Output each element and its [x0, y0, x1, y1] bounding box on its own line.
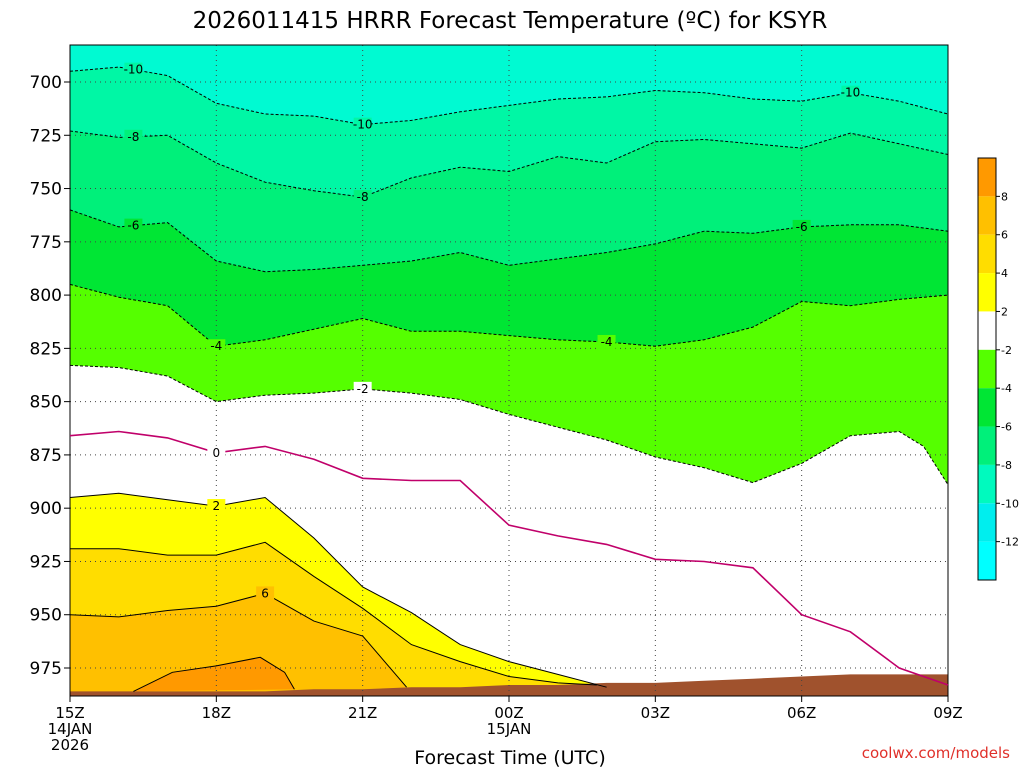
contour-line--10	[69, 66, 949, 126]
contour-line-2	[69, 492, 607, 688]
contour-line--8	[69, 130, 949, 198]
x-tick-label: 2026	[51, 736, 89, 754]
x-tick-label: 00Z	[494, 704, 523, 722]
colorbar-swatch	[978, 503, 996, 542]
colorbar-frame	[977, 157, 997, 581]
contour-label--6: -6	[796, 220, 808, 234]
contour-label--4: -4	[210, 339, 222, 353]
contour-label-bg	[124, 218, 143, 233]
x-tick-label: 06Z	[787, 704, 816, 722]
y-tick-label: 850	[30, 393, 62, 413]
colorbar-swatch	[978, 311, 996, 350]
colorbar-tick-label: -4	[1001, 382, 1012, 395]
colorbar-swatch	[978, 426, 996, 465]
colorbar-swatch	[978, 158, 996, 197]
plot-area	[69, 44, 949, 697]
contour-label--8: -8	[357, 190, 369, 204]
contour-label-bg	[207, 445, 226, 460]
y-tick-label: 825	[30, 339, 62, 359]
colorbar-swatch	[978, 196, 996, 235]
contour-line-8	[133, 656, 295, 692]
contour-label-bg	[792, 219, 811, 234]
colorbar-tick-label: 2	[1001, 305, 1008, 318]
contour-line--2	[69, 364, 949, 485]
colorbar-swatch	[978, 349, 996, 389]
colorbar-tick-label: -2	[1001, 344, 1012, 357]
contour-label-bg	[207, 499, 226, 514]
contour-label-bg	[841, 85, 860, 100]
y-tick-label: 875	[30, 446, 62, 466]
y-tick-label: 975	[30, 659, 62, 679]
colorbar-tick-label: -10	[1001, 497, 1019, 510]
contour-label-bg	[353, 190, 372, 205]
colorbar-tick-label: 4	[1001, 267, 1008, 280]
colorbar-tick-label: 8	[1001, 190, 1008, 203]
colorbar-swatch	[978, 541, 996, 580]
colorbar-tick-label: 6	[1001, 229, 1008, 242]
x-tick-label: 21Z	[348, 704, 377, 722]
colorbar: 8 6 4 2 -2 -4 -6 -8 -10 -12	[977, 157, 1019, 581]
colorbar-tick-label: -8	[1001, 459, 1012, 472]
contour-line-6	[69, 592, 407, 688]
contour-label--10: -10	[124, 63, 144, 77]
contour-label--10: -10	[353, 118, 373, 132]
contour-label-bg	[124, 62, 143, 77]
x-tick-label: 14JAN	[48, 720, 93, 738]
colorbar-swatch	[978, 234, 996, 274]
contour-label-bg	[256, 586, 275, 601]
x-axis-title: Forecast Time (UTC)	[414, 747, 605, 768]
x-tick-label: 15JAN	[487, 720, 532, 738]
contour-label-bg	[353, 117, 372, 132]
y-tick-label: 700	[30, 73, 62, 93]
chart-title: 2026011415 HRRR Forecast Temperature (ºC…	[193, 8, 828, 34]
y-tick-label: 925	[30, 552, 62, 572]
contour-label--8: -8	[127, 130, 139, 144]
contour-line-4	[70, 541, 597, 686]
y-tick-label: 725	[30, 126, 62, 146]
colorbar-swatch	[978, 273, 996, 312]
colorbar-swatch	[978, 388, 996, 427]
y-tick-label: 750	[30, 180, 62, 200]
y-tick-label: 800	[30, 286, 62, 306]
y-tick-label: 950	[30, 606, 62, 626]
x-tick-label: 09Z	[933, 704, 962, 722]
x-tick-label: 03Z	[641, 704, 670, 722]
contour-label--2: -2	[357, 382, 369, 396]
y-axis: 700 725 750 775 800 825 850 875 900 925 950 975	[30, 73, 70, 679]
colorbar-swatch	[978, 464, 996, 504]
credit-text: coolwx.com/models	[862, 744, 1010, 762]
contour-label-6: 6	[261, 586, 269, 600]
colorbar-tick-label: -12	[1001, 536, 1019, 549]
contour-label-0: 0	[213, 446, 221, 460]
y-tick-label: 900	[30, 499, 62, 519]
contour-label-bg	[124, 129, 143, 144]
contour-label--6: -6	[127, 219, 139, 233]
contour-label-bg	[597, 334, 616, 349]
contour-label-bg	[353, 381, 372, 396]
contour-label-bg	[207, 339, 226, 354]
contour-label-2: 2	[213, 499, 221, 513]
contour-labels: -10 -10 -10 -8 -8 -6 -6 -4 -4 -2 0 2 6	[124, 62, 861, 601]
y-tick-label: 775	[30, 233, 62, 253]
temp-band-8	[133, 657, 295, 692]
contour-label--4: -4	[601, 335, 613, 349]
x-tick-label: 15Z	[55, 704, 84, 722]
colorbar-tick-label: -6	[1001, 421, 1012, 434]
contour-label--10: -10	[841, 86, 861, 100]
x-tick-label: 18Z	[202, 704, 231, 722]
temp-band-6	[70, 593, 407, 696]
contour-line--4	[69, 283, 949, 347]
